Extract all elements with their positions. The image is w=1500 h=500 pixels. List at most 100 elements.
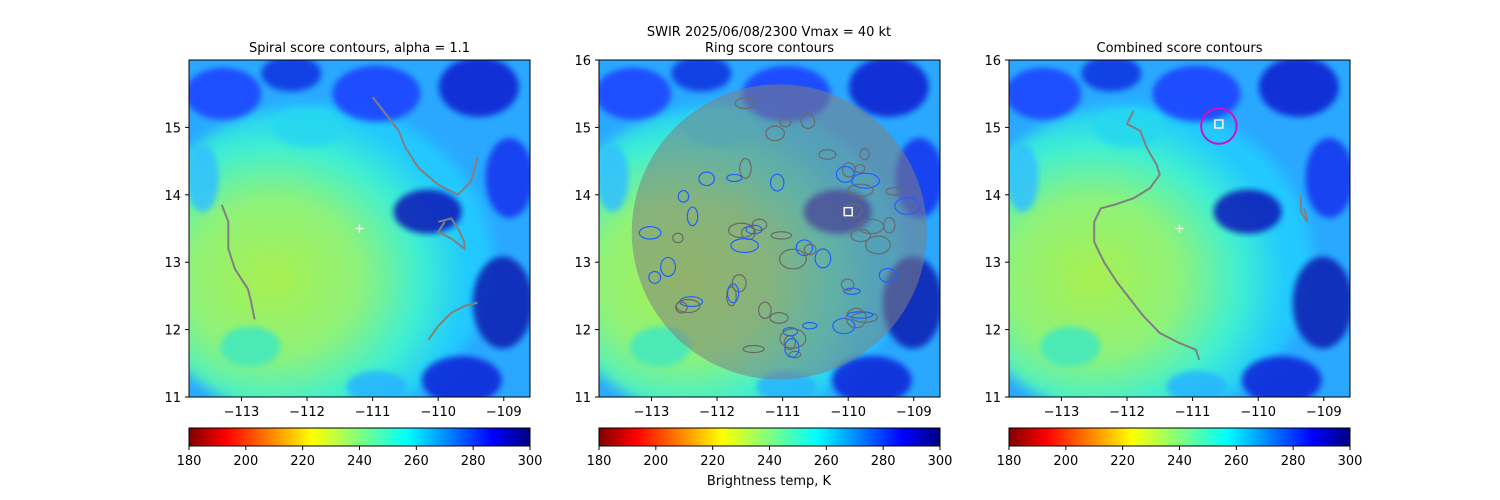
contour-blob bbox=[803, 243, 817, 256]
y-tick-label: 15 bbox=[164, 121, 181, 136]
colorbar-tick-label: 180 bbox=[587, 454, 612, 469]
contour-blob bbox=[835, 165, 855, 183]
colorbar bbox=[1008, 427, 1351, 447]
x-tick-label: −109 bbox=[486, 405, 522, 420]
contour-blob bbox=[844, 203, 863, 218]
chart-panel-2: Ring score contours −113 −112 −111 −110 −109 1… bbox=[574, 41, 953, 469]
colorbar-tick-label: 260 bbox=[404, 454, 429, 469]
x-tick-label: −110 bbox=[1240, 405, 1276, 420]
x-tick-label: −111 bbox=[1175, 405, 1211, 420]
contour-line bbox=[427, 301, 478, 341]
colorbar-tick-label: 280 bbox=[1281, 454, 1306, 469]
contour-blob bbox=[726, 283, 740, 304]
contour-blob bbox=[878, 267, 898, 283]
colorbar-tick-label: 220 bbox=[290, 454, 315, 469]
y-tick-label: 16 bbox=[574, 54, 591, 69]
x-tick-label: −113 bbox=[1044, 405, 1080, 420]
contour-line bbox=[220, 204, 256, 320]
colorbar bbox=[188, 427, 531, 447]
y-tick-label: 14 bbox=[984, 189, 1001, 204]
best-center-square-marker bbox=[843, 206, 853, 217]
x-tick-label: −113 bbox=[634, 405, 670, 420]
axes-frame bbox=[598, 59, 941, 398]
brightness-field bbox=[1009, 60, 1350, 397]
contour-blob bbox=[672, 232, 684, 244]
contour-blob bbox=[784, 338, 800, 358]
colorbar-tick-label: 240 bbox=[757, 454, 782, 469]
contour-blob bbox=[730, 238, 759, 254]
contour-line bbox=[1299, 194, 1309, 223]
panel-title: Spiral score contours, alpha = 1.1 bbox=[249, 41, 470, 56]
first-guess-plus-marker bbox=[1175, 224, 1184, 233]
contour-blob bbox=[847, 183, 874, 197]
colorbar-label: Brightness temp, K bbox=[707, 474, 832, 489]
contour-line bbox=[371, 96, 479, 197]
contour-blob bbox=[769, 173, 785, 192]
contour-blob bbox=[779, 117, 792, 128]
ring-contours bbox=[631, 84, 927, 380]
contour-blob bbox=[770, 231, 793, 240]
y-tick-label: 14 bbox=[164, 189, 181, 204]
center-circle bbox=[1200, 107, 1238, 145]
colorbar-tick-label: 240 bbox=[347, 454, 372, 469]
contour-blob bbox=[757, 301, 772, 320]
x-tick-label: −110 bbox=[830, 405, 866, 420]
y-tick-label: 14 bbox=[574, 189, 591, 204]
contour-blob bbox=[894, 197, 921, 215]
contour-blob bbox=[846, 311, 874, 319]
contour-blob bbox=[726, 286, 737, 307]
contour-blob bbox=[698, 171, 716, 187]
y-tick-label: 15 bbox=[574, 121, 591, 136]
colorbar-tick-label: 300 bbox=[518, 454, 543, 469]
contour-blob bbox=[648, 270, 662, 284]
contour-blob bbox=[765, 125, 785, 142]
colorbar-tick-label: 300 bbox=[928, 454, 953, 469]
contour-blob bbox=[800, 113, 816, 129]
contour-blob bbox=[675, 301, 688, 314]
colorbar-tick-label: 220 bbox=[1110, 454, 1135, 469]
contour-blob bbox=[885, 187, 903, 196]
colorbar-tick-label: 180 bbox=[997, 454, 1022, 469]
brightness-field bbox=[189, 60, 530, 397]
chart-panel-1: Spiral score contours, alpha = 1.1 −113 −1… bbox=[164, 41, 543, 469]
colorbar-tick-label: 260 bbox=[814, 454, 839, 469]
colorbar-tick-label: 280 bbox=[461, 454, 486, 469]
contour-blob bbox=[660, 256, 677, 278]
x-tick-label: −113 bbox=[224, 405, 260, 420]
contour-blob bbox=[859, 148, 870, 161]
y-tick-label: 11 bbox=[984, 391, 1001, 406]
colorbar-tick-label: 180 bbox=[177, 454, 202, 469]
y-tick-label: 13 bbox=[164, 256, 181, 271]
panel-title: Combined score contours bbox=[1097, 41, 1263, 56]
y-tick-label: 15 bbox=[984, 121, 1001, 136]
contour-blob bbox=[840, 278, 855, 292]
figure-suptitle: SWIR 2025/06/08/2300 Vmax = 40 kt bbox=[647, 25, 891, 40]
contour-blob bbox=[638, 226, 662, 240]
contour-blob bbox=[686, 206, 699, 227]
x-tick-label: −110 bbox=[420, 405, 456, 420]
y-tick-label: 12 bbox=[984, 324, 1001, 339]
colorbar-tick-label: 280 bbox=[871, 454, 896, 469]
contour-blob bbox=[779, 328, 807, 349]
contour-blob bbox=[845, 307, 867, 329]
contour-blob bbox=[854, 163, 866, 174]
contour-blob bbox=[745, 224, 763, 235]
y-tick-label: 11 bbox=[164, 391, 181, 406]
colorbar-tick-label: 220 bbox=[700, 454, 725, 469]
contour-blob bbox=[801, 321, 818, 330]
x-tick-label: −111 bbox=[765, 405, 801, 420]
contour-blob bbox=[865, 235, 891, 255]
contour-blob bbox=[795, 239, 814, 257]
contour-blob bbox=[734, 97, 757, 110]
y-tick-label: 11 bbox=[574, 391, 591, 406]
colorbar bbox=[598, 427, 941, 447]
axes-frame bbox=[188, 59, 531, 398]
contour-blob bbox=[742, 344, 765, 354]
contour-blob bbox=[788, 350, 802, 359]
first-guess-plus-marker bbox=[355, 224, 364, 233]
contour-line bbox=[436, 217, 466, 251]
colorbar-tick-label: 200 bbox=[233, 454, 258, 469]
x-tick-label: −109 bbox=[1306, 405, 1342, 420]
contour-blob bbox=[726, 173, 743, 183]
